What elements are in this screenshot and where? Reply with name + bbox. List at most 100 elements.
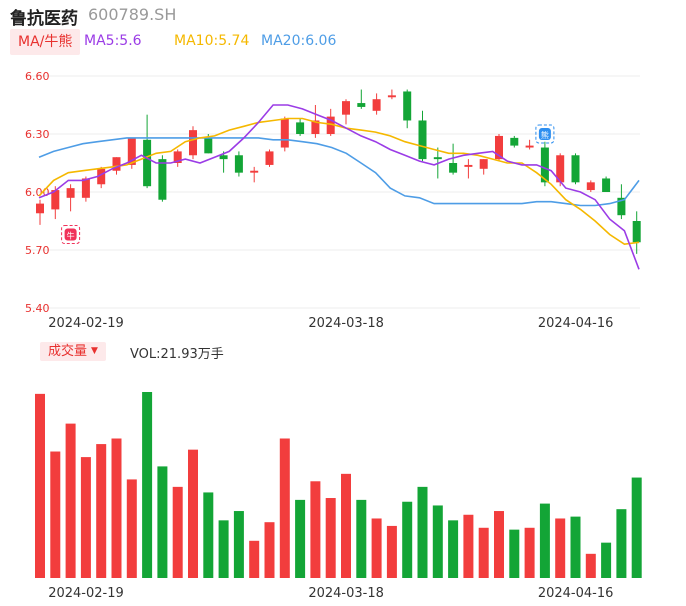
volume-bar <box>386 525 397 578</box>
volume-bar <box>432 505 443 578</box>
marker-text: 牛 <box>67 231 75 241</box>
stock-name: 鲁抗医药 <box>10 9 78 29</box>
candle <box>372 93 381 115</box>
candle <box>265 149 274 167</box>
candle <box>51 186 60 220</box>
candle <box>479 159 488 175</box>
candle <box>357 89 366 109</box>
ma5-legend: MA5:5.6 <box>84 33 142 49</box>
marker-badge <box>64 228 77 241</box>
candle-body <box>296 122 305 134</box>
volume-bar <box>172 486 183 578</box>
candle-body <box>540 147 549 183</box>
ma-indicator-button[interactable]: MA/牛熊 <box>10 29 81 55</box>
candle <box>510 135 519 148</box>
volume-bar <box>157 466 168 578</box>
candle-body <box>403 91 412 121</box>
candle <box>97 166 106 189</box>
price-tick-label: 5.70 <box>25 244 50 257</box>
caret-down-icon: ▼ <box>91 346 98 356</box>
volume-date-label: 2024-03-18 <box>308 586 384 601</box>
volume-bar <box>524 527 535 578</box>
volume-button-label: 成交量 <box>48 344 88 359</box>
volume-bar <box>65 423 76 578</box>
candle-body <box>326 116 335 134</box>
volume-bar <box>356 499 367 578</box>
volume-bar <box>111 438 122 578</box>
price-date-label: 2024-03-18 <box>308 316 384 331</box>
candle-body <box>36 203 44 214</box>
candle-body <box>97 168 106 185</box>
ma10-legend: MA10:5.74 <box>174 33 250 49</box>
candle <box>280 116 289 152</box>
candle-body <box>66 188 75 198</box>
candle <box>250 166 259 183</box>
candle-body <box>265 151 274 165</box>
candle <box>617 184 626 220</box>
candle <box>525 139 534 150</box>
candle-body <box>234 155 243 173</box>
buy-signal-marker: 牛 <box>61 225 81 245</box>
candle <box>81 176 90 202</box>
volume-bar <box>233 511 244 578</box>
candle-body <box>571 155 580 183</box>
volume-bar <box>188 449 198 578</box>
candle <box>464 159 473 179</box>
candle-body <box>464 164 473 167</box>
ma10-line <box>38 117 640 246</box>
candle-body <box>418 120 427 160</box>
candle-body <box>586 182 595 191</box>
candle <box>632 211 641 254</box>
candle <box>189 126 197 160</box>
candle-body <box>357 103 366 107</box>
price-date-label: 2024-02-19 <box>48 316 124 331</box>
candle <box>296 118 305 136</box>
candle-body <box>632 221 641 243</box>
price-tick-label: 6.60 <box>25 70 50 83</box>
candle <box>403 89 412 129</box>
volume-bar <box>325 498 336 578</box>
volume-indicator-button[interactable]: 成交量 ▼ <box>40 342 106 361</box>
volume-bar <box>126 479 137 578</box>
sell-signal-marker: 熊 <box>535 124 555 144</box>
volume-bar <box>570 516 581 578</box>
volume-bar <box>402 501 413 578</box>
candle-body <box>556 155 565 183</box>
marker-text: 熊 <box>541 130 549 140</box>
volume-bar <box>417 486 428 578</box>
ma20-line <box>38 137 640 207</box>
candle-body <box>127 137 136 165</box>
candle-body <box>479 159 488 169</box>
candle <box>127 137 136 169</box>
marker-frame <box>61 225 81 245</box>
volume-bar <box>539 503 550 578</box>
volume-bar <box>448 520 459 578</box>
candle <box>586 180 595 192</box>
volume-bar <box>494 511 504 578</box>
candle-body <box>158 159 167 200</box>
volume-bar <box>371 518 382 578</box>
candle-body <box>510 137 519 146</box>
volume-bar <box>295 499 306 578</box>
candle <box>571 153 580 185</box>
volume-bar <box>631 477 642 578</box>
volume-bar <box>555 518 566 578</box>
candle <box>234 151 243 177</box>
candle-body <box>617 197 626 216</box>
candle-body <box>525 145 534 148</box>
volume-bar <box>279 438 290 578</box>
candle <box>173 149 182 167</box>
candle-body <box>342 101 350 115</box>
volume-bar <box>463 514 474 578</box>
candle-body <box>433 157 442 160</box>
candle <box>418 110 427 162</box>
volume-bar <box>585 553 596 578</box>
ma20-legend: MA20:6.06 <box>261 33 337 49</box>
candle-body <box>112 157 121 171</box>
volume-bar <box>310 481 321 578</box>
volume-bar <box>80 457 91 578</box>
candle-body <box>250 170 259 173</box>
volume-bar <box>509 529 520 578</box>
candle-body <box>449 163 458 173</box>
